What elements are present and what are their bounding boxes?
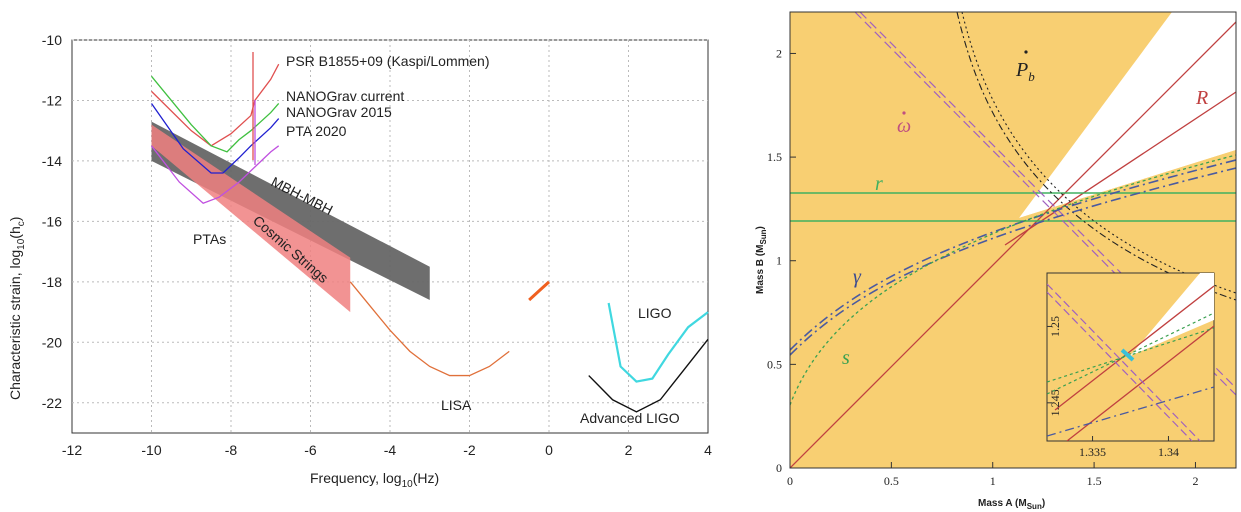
pb-dot-marker <box>1024 50 1028 54</box>
cosmic-strings-band <box>151 124 351 313</box>
psr-label: PSR B1855+09 (Kaspi/Lommen) <box>286 53 490 69</box>
mass-mass-chart: 0 0.5 1 1.5 2 00.511.52 ω Pb R r γ s 1.33 <box>755 11 1237 511</box>
strain-x-axis-label: Frequency, log10(Hz) <box>310 470 439 490</box>
ligo-curve <box>607 302 709 383</box>
excluded-white-wedge <box>1019 12 1236 218</box>
pta-2020-curve <box>150 145 280 204</box>
mass-x-tick-label: 2 <box>1192 474 1198 488</box>
strain-x-tick-label: 4 <box>704 442 712 458</box>
strain-x-tick-label: -4 <box>384 442 397 458</box>
inset-x-tick-label: 1.34 <box>1158 445 1179 459</box>
strain-y-tick-label: -16 <box>42 213 62 229</box>
inset-x-ticks: 1.335 1.34 <box>1079 436 1179 459</box>
strain-grid <box>72 39 708 433</box>
inset-R-line-2 <box>1066 325 1214 441</box>
nanograv-2015-label: NANOGrav 2015 <box>286 104 392 120</box>
ligo-label: LIGO <box>638 305 672 321</box>
gamma-label: γ <box>853 266 862 288</box>
mass-y-ticks: 0 0.5 1 1.5 2 <box>767 46 796 475</box>
excluded-white-wedge-2 <box>1019 150 1236 225</box>
inset-omega-line-1 <box>1047 283 1201 441</box>
strain-y-tick-label: -22 <box>42 395 62 411</box>
mass-x-tick-label: 0 <box>787 474 793 488</box>
strain-x-tick-label: -10 <box>141 442 161 458</box>
strain-x-tick-label: -6 <box>304 442 317 458</box>
inset-s-line-1 <box>1047 312 1214 395</box>
mass-plot-frame <box>789 11 1237 469</box>
strain-y-tick-label: -18 <box>42 274 62 290</box>
gamma-curve-1 <box>790 159 1236 351</box>
mass-y-tick-label: 0.5 <box>767 357 782 371</box>
mass-y-tick-label: 1 <box>776 254 782 268</box>
mass-y-axis-label: Mass B (MSun) <box>755 226 768 294</box>
inset-marker <box>1120 348 1135 362</box>
mass-y-tick-label: 1.5 <box>767 150 782 164</box>
inset-R-line-1 <box>1054 285 1214 411</box>
strain-y-tick-label: -20 <box>42 334 62 350</box>
mass-y-tick-label: 2 <box>776 46 782 60</box>
mass-y-tick-label: 0 <box>776 461 782 475</box>
s-curve <box>790 154 1236 406</box>
inset-s-line-2 <box>1047 327 1214 383</box>
strain-y-ticks: -10 -12 -14 -16 -18 -20 -22 <box>42 32 62 411</box>
mass-x-tick-label: 1.5 <box>1087 474 1102 488</box>
mass-x-axis-label: Mass A (MSun) <box>978 498 1045 511</box>
R-label: R <box>1195 87 1208 109</box>
omega-dot-marker <box>902 111 906 115</box>
pb-dot-curve-2 <box>961 12 1236 294</box>
strain-chart: -12 -10 -8 -6 -4 -2 0 2 4 -10-12-14-16-18-20-22 … <box>7 32 712 490</box>
lisa-label: LISA <box>441 397 472 413</box>
inset-x-tick-label: 1.335 <box>1079 445 1106 459</box>
omega-dot-label: ω <box>897 115 911 137</box>
ptas-label: PTAs <box>193 231 226 247</box>
psr-curve <box>151 63 280 147</box>
advanced-ligo-label: Advanced LIGO <box>580 410 680 426</box>
mass-x-tick-label: 1 <box>990 474 996 488</box>
inset-y-tick-label: 1.25 <box>1048 316 1062 337</box>
lisa-curve-tail <box>528 280 551 302</box>
s-label: s <box>842 347 850 369</box>
mass-x-ticks: 0 0.5 1 1.5 2 <box>787 462 1198 488</box>
strain-x-tick-label: -8 <box>225 442 238 458</box>
mass-x-tick-label: 0.5 <box>884 474 899 488</box>
strain-y-tick-label: -14 <box>42 153 62 169</box>
strain-x-ticks: -12 -10 -8 -6 -4 -2 0 2 4 <box>62 442 712 458</box>
inset-y-tick-label: 1.245 <box>1048 389 1062 416</box>
nanograv-current-curve <box>150 75 280 153</box>
pb-dot-curve-1 <box>956 12 1236 301</box>
pb-dot-label: Pb <box>1015 59 1035 84</box>
R-line-2 <box>1004 91 1236 246</box>
strain-x-tick-label: 2 <box>625 442 633 458</box>
omega-dot-line-2 <box>859 12 1236 389</box>
nanograv-2015-curve <box>150 103 280 174</box>
inset-y-ticks: 1.245 1.25 <box>1047 316 1062 416</box>
pta-2020-label: PTA 2020 <box>286 123 347 139</box>
strain-y-tick-label: -12 <box>42 92 62 108</box>
mbh-mbh-band <box>151 121 430 300</box>
R-line-1 <box>790 21 1236 468</box>
strain-x-tick-label: -12 <box>62 442 82 458</box>
strain-x-tick-label: 0 <box>545 442 553 458</box>
zoom-inset: 1.335 1.34 1.245 1.25 <box>1046 272 1215 459</box>
advanced-ligo-curve <box>588 338 709 413</box>
strain-x-tick-label: -2 <box>463 442 476 458</box>
nanograv-current-label: NANOGrav current <box>286 88 404 104</box>
strain-y-tick-label: -10 <box>42 32 62 48</box>
strain-y-axis-label: Characteristic strain, log10(hc) <box>7 217 27 400</box>
lisa-curve <box>349 281 510 377</box>
inset-omega-line-2 <box>1047 291 1193 441</box>
r-label: r <box>875 173 883 195</box>
